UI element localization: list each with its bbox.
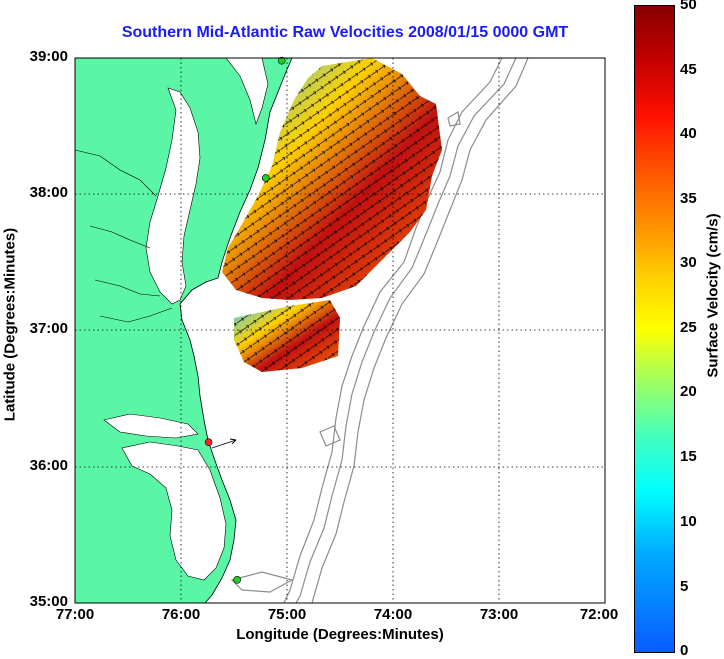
y-tick-label: 39:00	[29, 48, 68, 65]
y-axis-label: Latitude (Degrees:Minutes)	[1, 227, 19, 422]
colorbar-tick-label: 0	[680, 642, 689, 659]
colorbar	[634, 5, 675, 653]
delaware-bay	[225, 58, 269, 126]
chesapeake-bay	[145, 87, 201, 305]
grid	[75, 58, 605, 603]
y-tick-label: 38:00	[29, 184, 68, 201]
albemarle-sound	[103, 413, 199, 439]
x-tick-label: 76:00	[161, 606, 201, 623]
y-tick-label: 37:00	[29, 320, 68, 337]
colorbar-tick-label: 10	[680, 513, 697, 530]
radar-station-marker	[204, 438, 213, 447]
colorbar-tick-label: 15	[680, 448, 697, 465]
x-tick-label: 75:00	[267, 606, 307, 623]
radar-station-marker	[233, 575, 241, 584]
velocity-field-south-arrows	[234, 300, 340, 372]
colorbar-tick-label: 40	[680, 125, 697, 142]
radar-stations	[204, 56, 286, 584]
velocity-field-north-arrows	[222, 58, 442, 300]
potomac-river	[75, 149, 157, 197]
york-james-rivers	[94, 279, 173, 323]
colorbar-tick-label: 5	[680, 578, 689, 595]
colorbar-label: Surface Velocity (cm/s)	[704, 213, 722, 378]
x-tick-label: 74:00	[373, 606, 413, 623]
x-tick-label: 72:00	[579, 606, 619, 623]
radar-station-marker	[277, 56, 286, 65]
stray-velocity-vector	[211, 438, 237, 449]
colorbar-tick-label: 25	[680, 319, 697, 336]
y-tick-label: 35:00	[29, 593, 68, 610]
bathymetry-contours	[230, 58, 529, 603]
velocity-field	[222, 58, 442, 372]
colorbar-tick-label: 35	[680, 190, 697, 207]
y-tick-label: 36:00	[29, 457, 68, 474]
rappahannock-river	[89, 225, 151, 249]
colorbar-tick-label: 50	[680, 0, 697, 13]
x-axis-label: Longitude (Degrees:Minutes)	[236, 626, 444, 643]
radar-station-marker	[261, 174, 270, 182]
colorbar-tick-label: 20	[680, 383, 697, 400]
map-title: Southern Mid-Atlantic Raw Velocities 200…	[121, 24, 569, 41]
pamlico-sound	[121, 441, 227, 581]
x-tick-label: 77:00	[55, 606, 95, 623]
colorbar-tick-label: 30	[680, 254, 697, 271]
colorbar-tick-label: 45	[680, 61, 697, 78]
x-tick-label: 73:00	[479, 606, 519, 623]
